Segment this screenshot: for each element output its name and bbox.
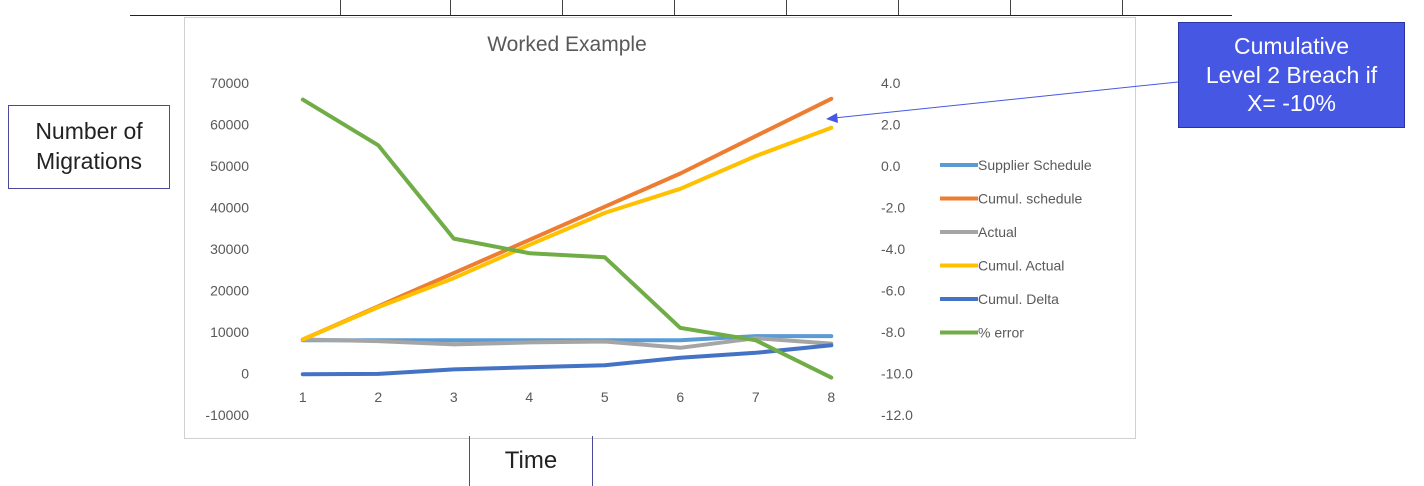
- y-tick-label: 60000: [210, 117, 249, 133]
- table-cell-divider: [450, 0, 451, 15]
- data-point: [452, 367, 456, 371]
- table-cell-divider: [674, 0, 675, 15]
- legend-entry: % error: [978, 325, 1024, 341]
- data-point: [527, 243, 531, 247]
- x-tick-label: 5: [601, 389, 609, 405]
- data-point: [603, 340, 607, 344]
- data-point: [376, 305, 380, 309]
- table-cell-divider: [340, 0, 341, 15]
- series-line-error: [300, 97, 834, 380]
- data-point: [678, 187, 682, 191]
- data-point: [754, 338, 758, 342]
- y-tick-label: 0: [241, 366, 249, 382]
- data-point: [754, 351, 758, 355]
- data-point: [678, 338, 682, 342]
- data-point: [603, 211, 607, 215]
- chart-area: Worked Example 70000 60000 50000 40000 30000 2…: [184, 17, 1136, 439]
- x-tick-label: 4: [525, 389, 533, 405]
- chart-svg: Worked Example 70000 60000 50000 40000 30000 2…: [205, 33, 1092, 423]
- y2-tick-label: -8.0: [881, 324, 905, 340]
- y-axis-label-box: Number of Migrations: [8, 105, 170, 189]
- legend-entry: Actual: [978, 224, 1017, 240]
- table-cell-divider: [1010, 0, 1011, 15]
- data-point: [376, 339, 380, 343]
- data-point: [603, 255, 607, 259]
- y2-tick-label: -4.0: [881, 241, 905, 257]
- y2-tick-label: 0.0: [881, 158, 901, 174]
- data-point: [301, 337, 305, 341]
- y-tick-label: 40000: [210, 200, 249, 216]
- data-point: [829, 376, 833, 380]
- data-point: [452, 276, 456, 280]
- data-point: [678, 171, 682, 175]
- breach-callout: Cumulative Level 2 Breach if X= -10%: [1178, 22, 1405, 128]
- y-tick-label: -10000: [205, 407, 249, 423]
- table-cell-divider: [562, 0, 563, 15]
- data-point: [678, 326, 682, 330]
- data-point: [829, 334, 833, 338]
- y2-tick-label: -10.0: [881, 366, 913, 382]
- y-tick-label: 30000: [210, 241, 249, 257]
- data-point: [603, 205, 607, 209]
- data-point: [829, 343, 833, 347]
- y-tick-label: 10000: [210, 324, 249, 340]
- data-point: [527, 340, 531, 344]
- data-point: [829, 126, 833, 130]
- y2-tick-label: -2.0: [881, 200, 905, 216]
- data-point: [603, 363, 607, 367]
- legend-entry: Cumul. Actual: [978, 258, 1064, 274]
- y-tick-label: 20000: [210, 283, 249, 299]
- data-point: [527, 251, 531, 255]
- data-point: [829, 97, 833, 101]
- x-tick-label: 6: [676, 389, 684, 405]
- x-tick-label: 3: [450, 389, 458, 405]
- data-point: [301, 98, 305, 102]
- x-axis-label-box: Time: [469, 436, 593, 486]
- data-point: [301, 372, 305, 376]
- table-cell-divider: [786, 0, 787, 15]
- data-point: [452, 237, 456, 241]
- data-point: [754, 154, 758, 158]
- y2-tick-label: -12.0: [881, 407, 913, 423]
- data-point: [678, 346, 682, 350]
- series-line-cumul-delta: [300, 343, 834, 377]
- x-tick-label: 8: [827, 389, 835, 405]
- series-line-cumul-actual: [300, 125, 834, 342]
- data-point: [527, 238, 531, 242]
- legend-entry: Supplier Schedule: [978, 157, 1092, 173]
- y-tick-label: 70000: [210, 75, 249, 91]
- y2-tick-label: 2.0: [881, 117, 901, 133]
- y2-tick-label: -6.0: [881, 283, 905, 299]
- legend-entry: Cumul. Delta: [978, 291, 1059, 307]
- data-point: [754, 134, 758, 138]
- y2-tick-label: 4.0: [881, 75, 901, 91]
- x-tick-label: 2: [374, 389, 382, 405]
- data-point: [376, 372, 380, 376]
- series-line-cumul-schedule: [300, 96, 834, 342]
- chart-title: Worked Example: [487, 33, 647, 56]
- table-cell-divider: [898, 0, 899, 15]
- data-point: [452, 342, 456, 346]
- data-point: [452, 271, 456, 275]
- data-point: [678, 356, 682, 360]
- top-table-edge: [130, 0, 1232, 16]
- y-tick-label: 50000: [210, 158, 249, 174]
- data-point: [452, 338, 456, 342]
- x-tick-label: 7: [752, 389, 760, 405]
- data-point: [376, 143, 380, 147]
- data-point: [527, 365, 531, 369]
- x-tick-label: 1: [299, 389, 307, 405]
- legend-entry: Cumul. schedule: [978, 191, 1082, 207]
- table-cell-divider: [1122, 0, 1123, 15]
